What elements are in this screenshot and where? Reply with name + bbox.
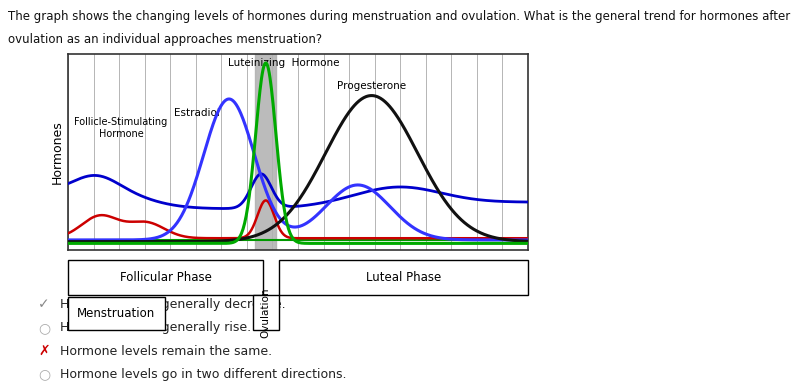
Text: The graph shows the changing levels of hormones during menstruation and ovulatio: The graph shows the changing levels of h…	[8, 10, 790, 23]
Bar	[255, 54, 276, 250]
Text: ✗: ✗	[38, 344, 50, 358]
Text: Hormone levels generally decrease.: Hormone levels generally decrease.	[60, 298, 286, 311]
Text: ○: ○	[38, 367, 50, 381]
Text: Estradiol: Estradiol	[174, 108, 220, 118]
Y-axis label: Hormones: Hormones	[51, 120, 64, 184]
Text: Progesterone: Progesterone	[337, 81, 406, 91]
Text: Luteal Phase: Luteal Phase	[366, 271, 441, 284]
Text: Follicle-Stimulating
Hormone: Follicle-Stimulating Hormone	[74, 117, 167, 139]
Text: ovulation as an individual approaches menstruation?: ovulation as an individual approaches me…	[8, 33, 322, 46]
Text: ○: ○	[38, 321, 50, 335]
Text: Ovulation: Ovulation	[261, 287, 270, 338]
Text: Menstruation: Menstruation	[77, 307, 155, 320]
Text: Luteinizing  Hormone: Luteinizing Hormone	[229, 58, 340, 68]
Text: Follicular Phase: Follicular Phase	[120, 271, 212, 284]
Text: Hormone levels generally rise.: Hormone levels generally rise.	[60, 321, 251, 334]
Text: Hormone levels remain the same.: Hormone levels remain the same.	[60, 345, 272, 358]
Text: ✓: ✓	[38, 298, 50, 312]
Text: Hormone levels go in two different directions.: Hormone levels go in two different direc…	[60, 368, 346, 381]
